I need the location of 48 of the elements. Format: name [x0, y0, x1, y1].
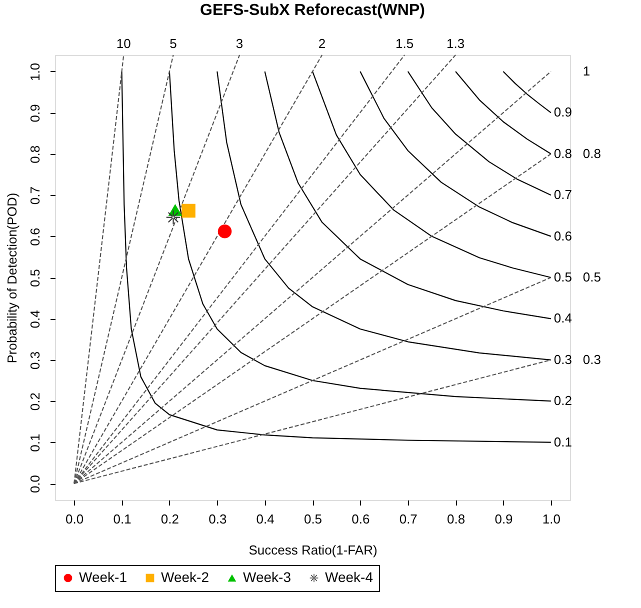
series-label: 0.3	[554, 352, 572, 367]
legend-label: Week-2	[161, 569, 210, 585]
y-tick-label: 0.9	[28, 104, 42, 122]
x-tick-label: 0.5	[304, 512, 322, 526]
series-label: 0.7	[554, 187, 572, 202]
legend-label: Week-3	[243, 569, 292, 585]
x-tick-label: 0.2	[160, 512, 179, 526]
y-tick-label: 0.2	[28, 392, 42, 411]
series-label: 0.9	[554, 104, 572, 120]
y-tick-label: 1.0	[28, 62, 42, 82]
x-tick-label: 0.1	[113, 512, 132, 526]
series-label: 5	[170, 36, 177, 51]
y-tick-label: 0.1	[28, 434, 42, 452]
x-tick-label: 1.0	[542, 512, 560, 526]
y-axis-title: Probability of Detection(POD)	[4, 192, 20, 364]
y-tick-label: 0.0	[28, 474, 42, 494]
text: 0.5	[582, 270, 602, 284]
x-tick-label: 0.9	[494, 512, 513, 526]
x-tick-label: 0.6	[352, 512, 370, 526]
legend-label: Week-1	[79, 569, 128, 585]
series-label: 2	[318, 36, 326, 51]
x-tick-label: 0.0	[66, 512, 84, 526]
series-label: 1.5	[395, 36, 414, 51]
y-tick-label: 0.7	[28, 186, 42, 205]
series-label: 0.1	[554, 434, 572, 450]
text: 1	[582, 63, 590, 78]
x-tick-label: 0.3	[208, 512, 227, 526]
series-label: 1.3	[446, 36, 465, 51]
series-label: 0.2	[554, 393, 572, 408]
text: 0.8	[582, 146, 602, 161]
series-label: 0.8	[554, 146, 572, 161]
y-tick-label: 0.4	[28, 310, 42, 328]
y-tick-label: 0.5	[28, 268, 42, 288]
x-tick-label: 0.7	[399, 512, 418, 526]
series-label: 3	[236, 36, 244, 51]
series-label: 0.5	[554, 270, 572, 284]
series-label: 10	[116, 36, 131, 51]
x-tick-label: 0.4	[256, 512, 274, 526]
x-axis-title: Success Ratio(1-FAR)	[248, 542, 378, 558]
text: 0.3	[582, 352, 602, 367]
chart-title: GEFS-SubX Reforecast(WNP)	[200, 2, 425, 19]
y-tick-label: 0.3	[28, 351, 42, 370]
series-label: 0.6	[554, 228, 572, 244]
legend-label: Week-4	[325, 569, 374, 585]
y-tick-label: 0.8	[28, 145, 42, 164]
series-label: 0.4	[554, 310, 572, 326]
x-tick-label: 0.8	[447, 512, 466, 526]
y-tick-label: 0.6	[28, 228, 42, 246]
